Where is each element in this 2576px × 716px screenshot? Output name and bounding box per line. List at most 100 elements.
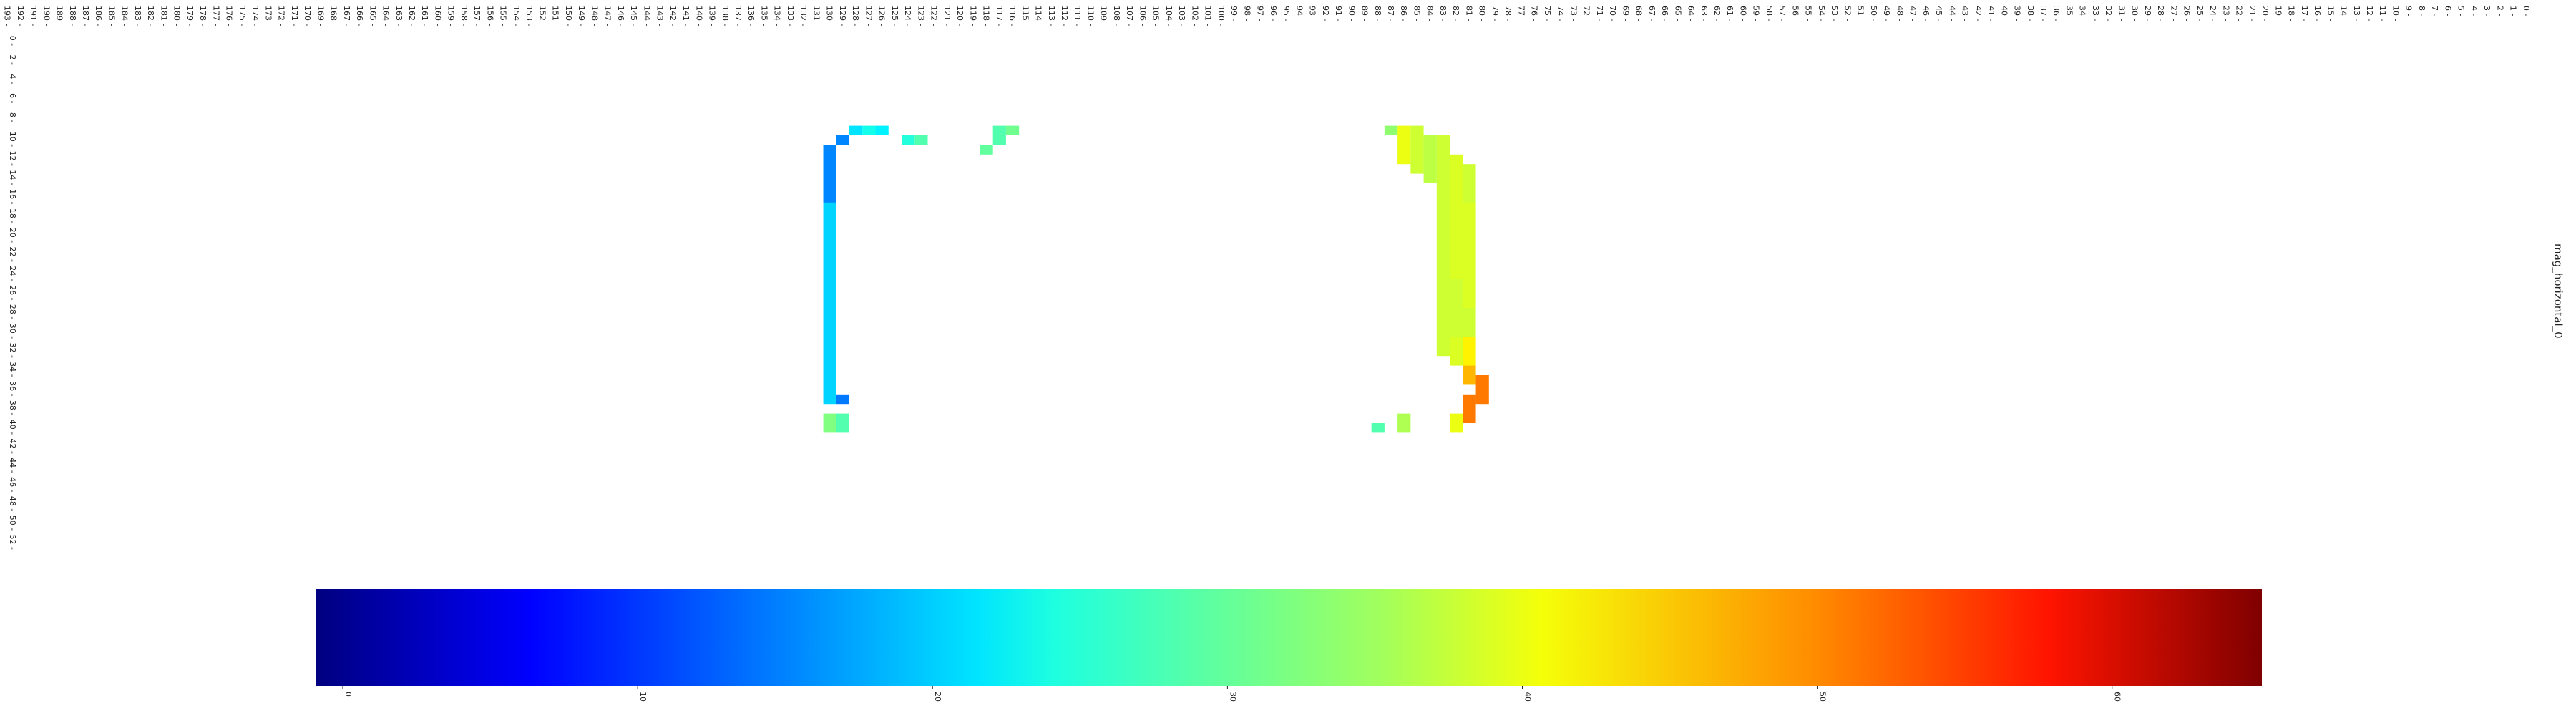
heatmap-cell [836,413,850,433]
x-tick-label: 148 - [590,6,599,26]
x-tick-label: 120 - [955,6,965,26]
series-label: mag_horizontal_0 [2551,243,2565,339]
x-tick-label: 106 - [1138,6,1147,26]
x-tick-label: 170 - [303,6,312,26]
x-tick-label: 76 - [1530,6,1539,21]
x-tick-label: 156 - [485,6,494,26]
x-tick-label: 108 - [1112,6,1121,26]
x-tick-label: 102 - [1190,6,1199,26]
x-tick-label: 21 - [2248,6,2257,21]
x-tick-label: 23 - [2221,6,2230,21]
x-tick-label: 17 - [2300,6,2309,21]
x-tick-label: 117 - [995,6,1004,26]
y-tick-label: 4 - [8,74,17,84]
x-tick-label: 3 - [2482,6,2492,16]
x-tick-label: 36 - [2051,6,2061,21]
x-tick-label: 39 - [2013,6,2022,21]
x-tick-label: 130 - [825,6,834,26]
x-tick-label: 63 - [1699,6,1709,21]
x-tick-label: 158 - [459,6,469,26]
x-tick-label: 132 - [799,6,808,26]
heatmap-cell [823,413,836,433]
heatmap-cell [980,145,993,155]
x-tick-label: 48 - [1895,6,1904,21]
y-tick-label: 48 - [8,496,17,511]
x-tick-label: 115 - [1020,6,1030,26]
x-tick-label: 138 - [721,6,730,26]
x-tick-label: 113 - [1047,6,1056,26]
x-tick-label: 188 - [68,6,77,26]
x-tick-label: 40 - [1999,6,2009,21]
x-tick-label: 75 - [1543,6,1552,21]
x-tick-label: 16 - [2313,6,2322,21]
x-tick-label: 134 - [773,6,782,26]
heatmap-cell [992,125,1006,145]
y-tick-label: 50 - [8,516,17,531]
x-tick-label: 73 - [1568,6,1578,21]
x-tick-label: 176 - [225,6,234,26]
heatmap-cell [1463,202,1476,309]
x-tick-label: 129 - [838,6,847,26]
x-tick-label: 142 - [668,6,678,26]
x-tick-label: 66 - [1660,6,1669,21]
x-tick-label: 122 - [930,6,939,26]
x-tick-label: 114 - [1034,6,1043,26]
y-tick-label: 8 - [8,112,17,122]
x-tick-label: 42 - [1974,6,1983,21]
x-tick-label: 59 - [1752,6,1761,21]
x-tick-label: 94 - [1294,6,1304,21]
x-tick-label: 141 - [681,6,691,26]
y-tick-label: 18 - [8,208,17,223]
x-tick-label: 84 - [1425,6,1435,21]
x-tick-label: 147 - [603,6,613,26]
y-tick-label: 38 - [8,400,17,415]
heatmap-cell [1410,125,1424,174]
y-tick-label: 44 - [8,458,17,473]
x-tick-label: 31 - [2117,6,2126,21]
heatmap-cell [1005,125,1020,135]
x-tick-label: 12 - [2365,6,2374,21]
x-tick-label: 62 - [1712,6,1722,21]
x-tick-label: 180 - [172,6,182,26]
x-tick-label: 167 - [342,6,351,26]
x-tick-label: 26 - [2182,6,2192,21]
x-tick-label: 159 - [447,6,456,26]
x-tick-label: 20 - [2260,6,2270,21]
y-tick-label: 24 - [8,266,17,281]
x-tick-label: 33 - [2091,6,2100,21]
y-tick-label: 28 - [8,304,17,319]
x-tick-label: 85 - [1412,6,1421,21]
x-tick-label: 97 - [1256,6,1265,21]
x-tick-label: 126 - [877,6,887,26]
y-axis-ticks: 0 - 2 - 4 - 6 - 8 - 10 - 12 - 14 - 16 - 18 - 20 - 2… [8,36,17,550]
x-tick-label: 112 - [1060,6,1069,26]
y-tick-label: 2 - [8,55,17,65]
x-tick-label: 152 - [537,6,547,26]
x-tick-label: 128 - [851,6,860,26]
x-tick-label: 135 - [759,6,769,26]
x-tick-label: 29 - [2143,6,2152,21]
x-tick-label: 99 - [1229,6,1239,21]
x-tick-label: 24 - [2208,6,2218,21]
y-tick-label: 46 - [8,477,17,492]
x-tick-label: 52 - [1843,6,1852,21]
x-tick-label: 103 - [1177,6,1186,26]
x-tick-label: 38 - [2026,6,2035,21]
x-tick-label: 57 - [1777,6,1787,21]
x-tick-label: 107 - [1125,6,1134,26]
x-tick-label: 35 - [2064,6,2074,21]
x-tick-label: 192 - [16,6,25,26]
x-tick-label: 137 - [733,6,743,26]
colorbar-tick-label: 60 [2113,692,2122,702]
x-tick-label: 69 - [1621,6,1630,21]
x-tick-label: 155 - [499,6,508,26]
x-tick-label: 14 - [2339,6,2348,21]
heatmap-cell [1463,394,1476,423]
x-tick-label: 178 - [198,6,208,26]
x-tick-label: 104 - [1164,6,1174,26]
heatmap-cells [823,125,1489,433]
x-tick-label: 43 - [1961,6,1970,21]
y-tick-label: 14 - [8,170,17,185]
x-tick-label: 49 - [1882,6,1891,21]
